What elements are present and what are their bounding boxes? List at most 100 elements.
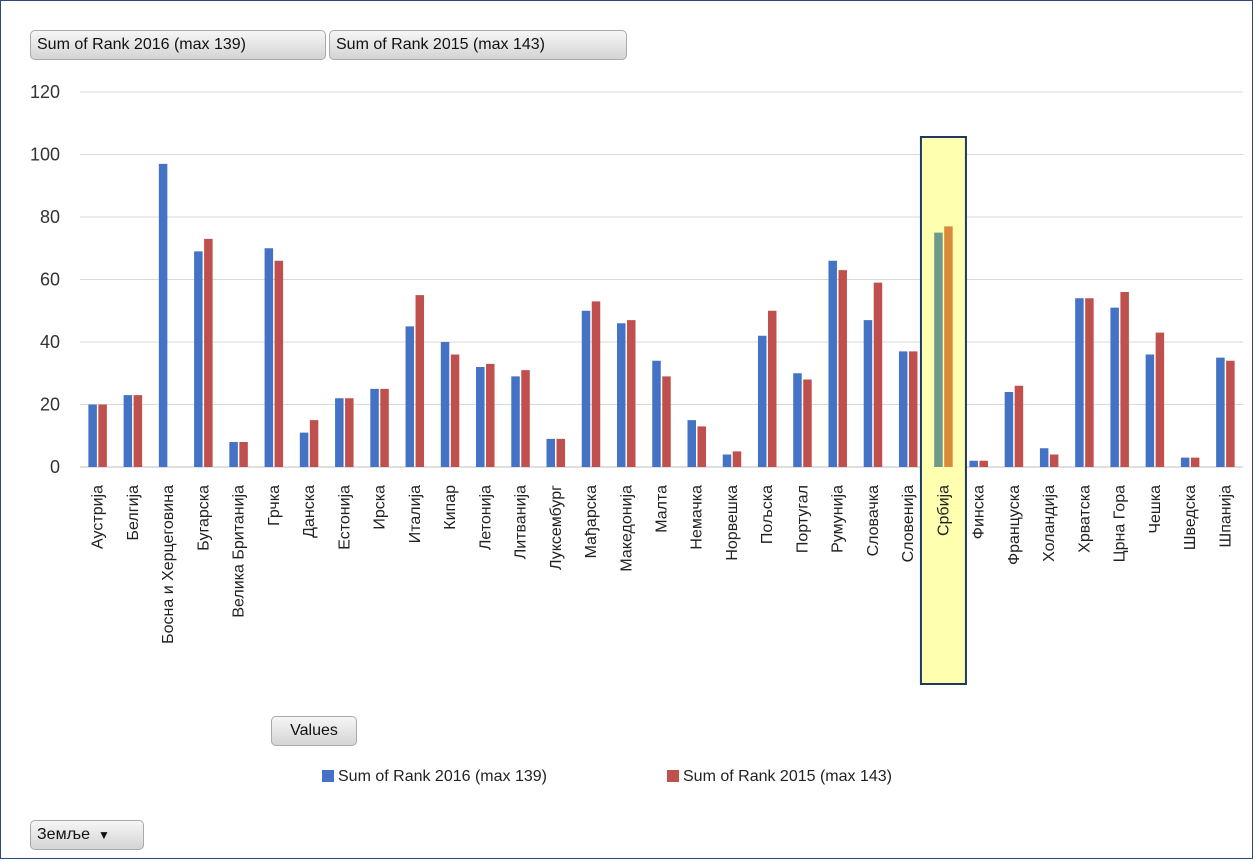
bar-2016 (476, 367, 485, 467)
bar-2016 (687, 420, 696, 467)
countries-field-label: Земље (37, 826, 90, 843)
bar-2016 (88, 404, 97, 467)
bar-2016 (511, 376, 520, 467)
x-category-label: Литванија (513, 485, 530, 559)
grid-layer (80, 91, 1243, 468)
y-tick-label: 100 (30, 145, 60, 165)
bar-2016 (229, 442, 238, 467)
x-category-label: Шпанија (1217, 485, 1234, 548)
x-category-label: Словачка (865, 485, 882, 557)
x-category-label: Летонија (477, 485, 494, 550)
bar-2015 (274, 260, 284, 467)
legend-label-2016: Sum of Rank 2016 (max 139) (338, 768, 547, 785)
bar-2016 (264, 248, 274, 467)
bar-2016 (123, 395, 133, 467)
bar-2015 (838, 270, 847, 467)
bar-2016 (828, 260, 837, 467)
highlight-layer (919, 136, 967, 685)
bar-2016 (969, 460, 978, 467)
legend-label-2015: Sum of Rank 2015 (max 143) (683, 768, 892, 785)
x-category-label: Аустрија (90, 485, 107, 549)
x-category-label: Бугарска (195, 485, 212, 551)
bar-2016 (617, 323, 626, 467)
bar-2016 (757, 335, 767, 467)
bar-2016 (405, 326, 415, 467)
bar-2015 (450, 354, 460, 467)
bars-layer (88, 163, 1235, 467)
bar-2015 (803, 379, 812, 467)
bar-2015 (627, 320, 636, 467)
bar-2015 (98, 404, 107, 467)
bar-2015 (873, 282, 883, 467)
bar-2015 (309, 420, 319, 467)
x-category-label: Естонија (336, 485, 353, 550)
bar-2016 (652, 360, 661, 467)
legend-swatch-2016 (322, 770, 334, 782)
x-category-label: Финска (971, 485, 988, 539)
x-category-label: Црна Гора (1112, 485, 1129, 562)
bar-2015 (239, 442, 248, 467)
bar-2016 (1145, 354, 1155, 467)
bar-2015 (591, 301, 601, 467)
bar-2016 (581, 310, 591, 467)
highlight-box (919, 136, 967, 685)
bar-2015 (486, 363, 495, 467)
x-category-label: Велика Британија (231, 485, 248, 618)
bar-2016 (898, 351, 908, 467)
x-category-label: Кипар (442, 485, 459, 530)
bar-2016 (158, 163, 168, 467)
x-category-label: Македонија (618, 485, 635, 572)
bar-2015 (415, 295, 425, 467)
bar-2015 (1085, 298, 1094, 467)
bar-2016 (440, 342, 450, 467)
bar-2016 (1180, 457, 1190, 467)
y-tick-label: 0 (50, 457, 60, 477)
x-category-label: Луксембург (548, 485, 565, 570)
bar-2016 (370, 388, 379, 467)
bar-2016 (1075, 298, 1084, 467)
x-category-label: Данска (301, 485, 318, 538)
bar-2015 (204, 238, 213, 467)
bar-2016 (722, 454, 732, 467)
values-field-button[interactable]: Values (271, 716, 357, 746)
bar-2016 (546, 438, 556, 467)
y-tick-label: 60 (40, 270, 60, 290)
x-category-label: Пољска (759, 485, 776, 544)
legend-item-2016: Sum of Rank 2016 (max 139) (322, 768, 547, 786)
x-category-label: Мађарска (583, 485, 600, 558)
bar-2015 (1049, 454, 1059, 467)
bar-2015 (556, 438, 566, 467)
x-category-label: Грчка (266, 485, 283, 526)
x-category-label: Италија (407, 485, 424, 543)
bar-2015 (1226, 360, 1235, 467)
bar-2015 (979, 460, 988, 467)
bar-2016 (299, 432, 309, 467)
series-2016-field-button[interactable]: Sum of Rank 2016 (max 139) (30, 30, 326, 60)
bar-2015 (944, 226, 953, 467)
bar-2016 (1004, 392, 1014, 467)
bar-2015 (1155, 332, 1165, 467)
bar-2015 (767, 310, 777, 467)
dropdown-arrow-icon[interactable]: ▼ (97, 828, 110, 842)
series-2015-field-button[interactable]: Sum of Rank 2015 (max 143) (329, 30, 627, 60)
countries-field-button[interactable]: Земље ▼ (30, 820, 144, 850)
y-tick-label: 40 (40, 332, 60, 352)
x-category-label: Малта (654, 485, 671, 533)
bar-2016 (793, 373, 802, 467)
bar-2015 (345, 398, 354, 467)
x-category-label: Румунија (830, 485, 847, 553)
x-category-label: Чешка (1147, 485, 1164, 534)
x-category-label: Француска (1006, 485, 1023, 565)
bar-2015 (1190, 457, 1200, 467)
x-category-label: Србија (935, 485, 952, 536)
y-tick-label: 120 (30, 82, 60, 102)
x-category-label: Холандија (1041, 485, 1058, 562)
x-category-label: Норвешка (724, 485, 741, 561)
x-category-label: Словенија (900, 485, 917, 563)
x-category-label: Португал (794, 485, 811, 553)
bar-2015 (697, 426, 706, 467)
y-tick-label: 80 (40, 207, 60, 227)
bar-2016 (934, 232, 943, 467)
